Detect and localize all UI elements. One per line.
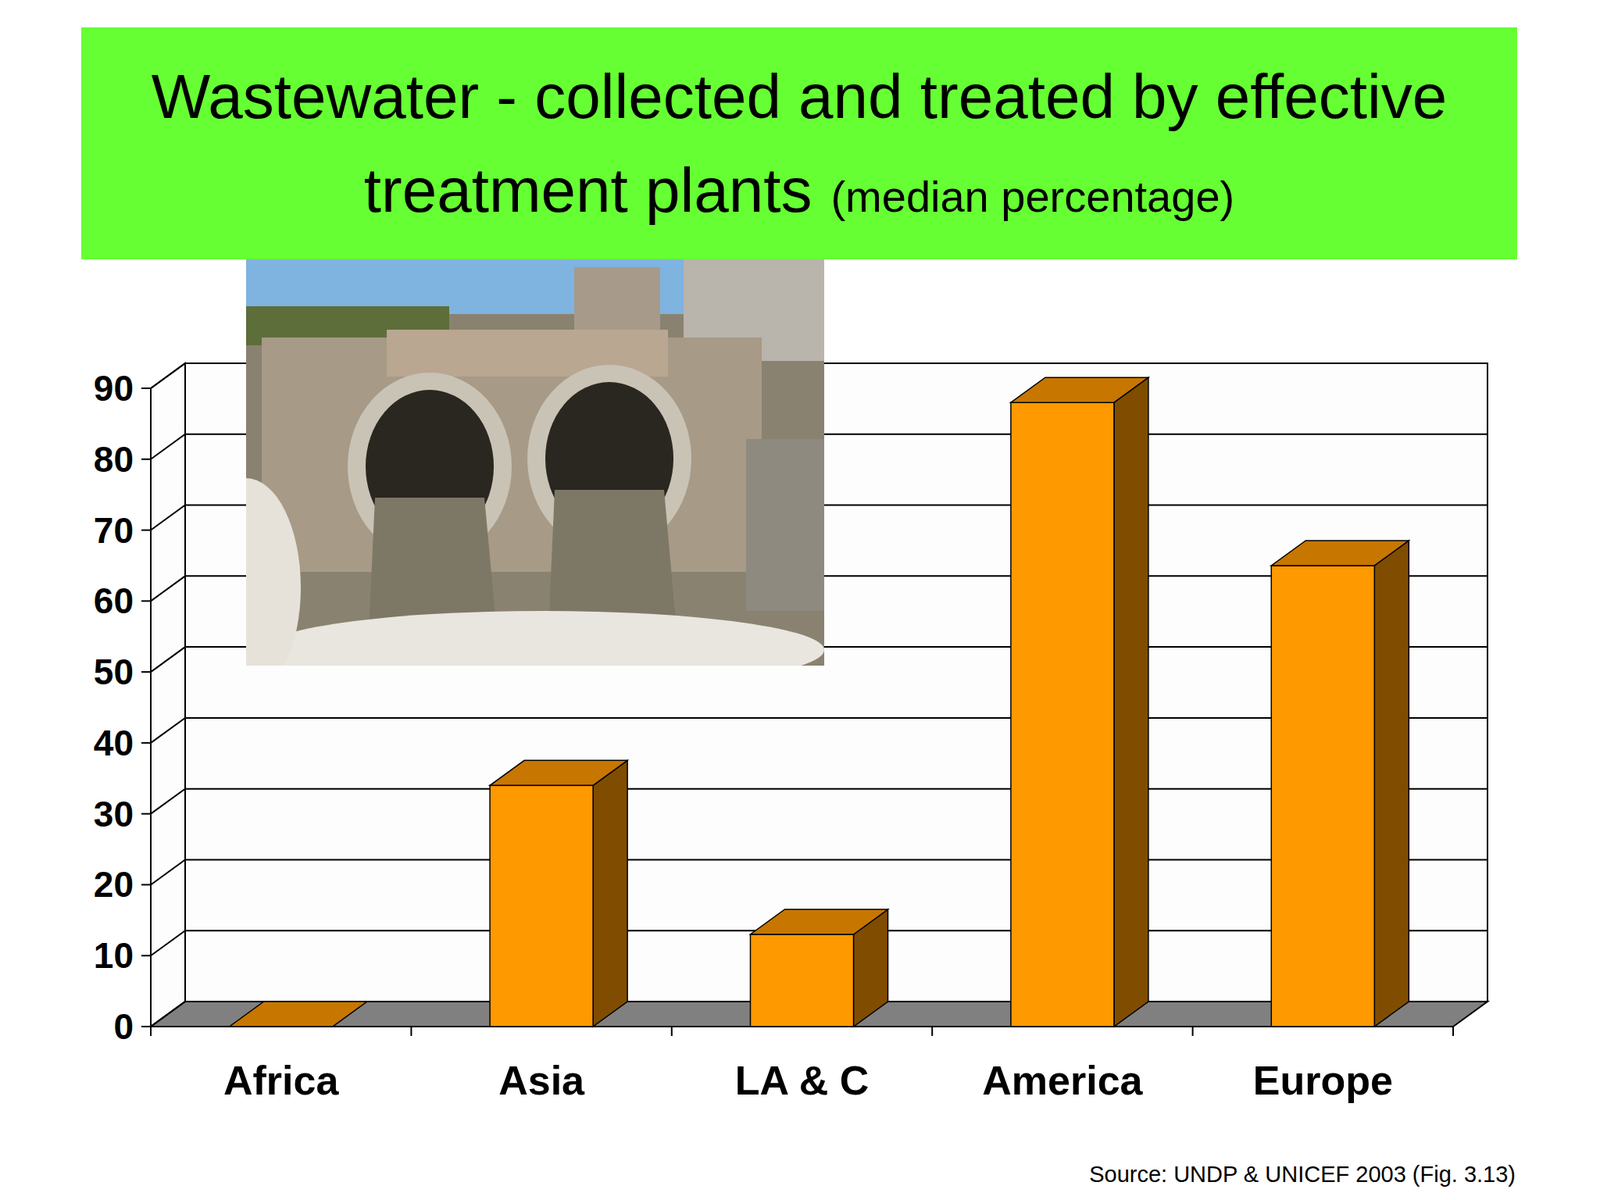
bar — [750, 909, 888, 1027]
y-tick-label: 50 — [93, 651, 134, 693]
x-tick-label: Africa — [223, 1057, 340, 1104]
y-tick-label: 20 — [93, 864, 134, 905]
x-tick — [931, 1026, 933, 1036]
grid — [150, 363, 1488, 1027]
y-tick-label: 0 — [113, 1006, 134, 1047]
photo — [191, 259, 825, 697]
bar-top — [1271, 540, 1409, 566]
x-tick-label: Asia — [498, 1057, 586, 1104]
x-tick — [1452, 1026, 1454, 1036]
photo-content — [246, 259, 825, 666]
y-tick-label: 30 — [93, 793, 134, 835]
bar-top — [1010, 377, 1149, 403]
bar-side — [1114, 377, 1149, 1027]
bar-top — [489, 760, 628, 786]
y-tick-label: 60 — [93, 580, 134, 622]
bar — [1010, 377, 1149, 1027]
bar-front — [750, 934, 854, 1027]
x-tick — [150, 1026, 152, 1036]
x-tick-label: America — [982, 1057, 1143, 1104]
bar — [489, 760, 628, 1027]
x-tick — [1192, 1026, 1194, 1036]
x-tick — [410, 1026, 412, 1036]
title-line: Wastewater - collected and treated by ef… — [151, 61, 1448, 132]
axes: 0 10 20 30 40 50 60 70 80 90 Africa Asia LA & C Ameri… — [93, 367, 1454, 1104]
y-tick-label: 80 — [93, 439, 134, 480]
bar-top — [229, 1001, 368, 1027]
chart: Wastewater - collected and treated by ef… — [0, 0, 1600, 1200]
y-tick-label: 10 — [93, 935, 134, 976]
bar-top — [750, 909, 888, 935]
y-tick — [141, 1025, 151, 1028]
source: Source: UNDP & UNICEF 2003 (Fig. 3.13) — [1089, 1161, 1516, 1187]
bars — [229, 377, 1410, 1027]
x-tick — [671, 1026, 673, 1036]
y-tick — [141, 529, 151, 532]
title: treatment plants (median percentage) — [364, 155, 1235, 225]
bar-side — [592, 760, 628, 1027]
bar-front — [1010, 402, 1115, 1027]
title-line: treatment plants — [364, 155, 813, 225]
subtitle: (median percentage) — [830, 171, 1235, 222]
y-tick-label: 40 — [93, 722, 134, 764]
photo-foam — [246, 478, 301, 666]
photo-bg — [246, 259, 825, 666]
photo-foam — [261, 610, 825, 666]
x-tick-label: LA & C — [735, 1057, 869, 1104]
bar-front — [489, 785, 593, 1027]
photo-house — [574, 267, 661, 338]
y-tick — [141, 954, 151, 957]
y-tick — [141, 671, 151, 673]
photo-culvert — [746, 439, 825, 611]
y-tick — [141, 742, 151, 744]
y-tick — [141, 458, 151, 461]
title-banner — [81, 27, 1518, 260]
y-tick — [141, 883, 151, 886]
side-wall — [150, 363, 186, 1027]
y-tick — [141, 387, 151, 390]
y-axis — [150, 388, 152, 1027]
y-tick-label: 90 — [93, 367, 134, 409]
y-tick-label: 70 — [93, 510, 134, 551]
title: Wastewater - collected and treated by ef… — [151, 61, 1448, 132]
bar — [229, 1001, 368, 1027]
bar-side — [1374, 540, 1409, 1027]
y-tick — [141, 600, 151, 602]
x-tick-label: Europe — [1253, 1057, 1393, 1104]
bar-front — [1271, 565, 1375, 1027]
bar — [1271, 540, 1409, 1027]
y-tick — [141, 813, 151, 815]
